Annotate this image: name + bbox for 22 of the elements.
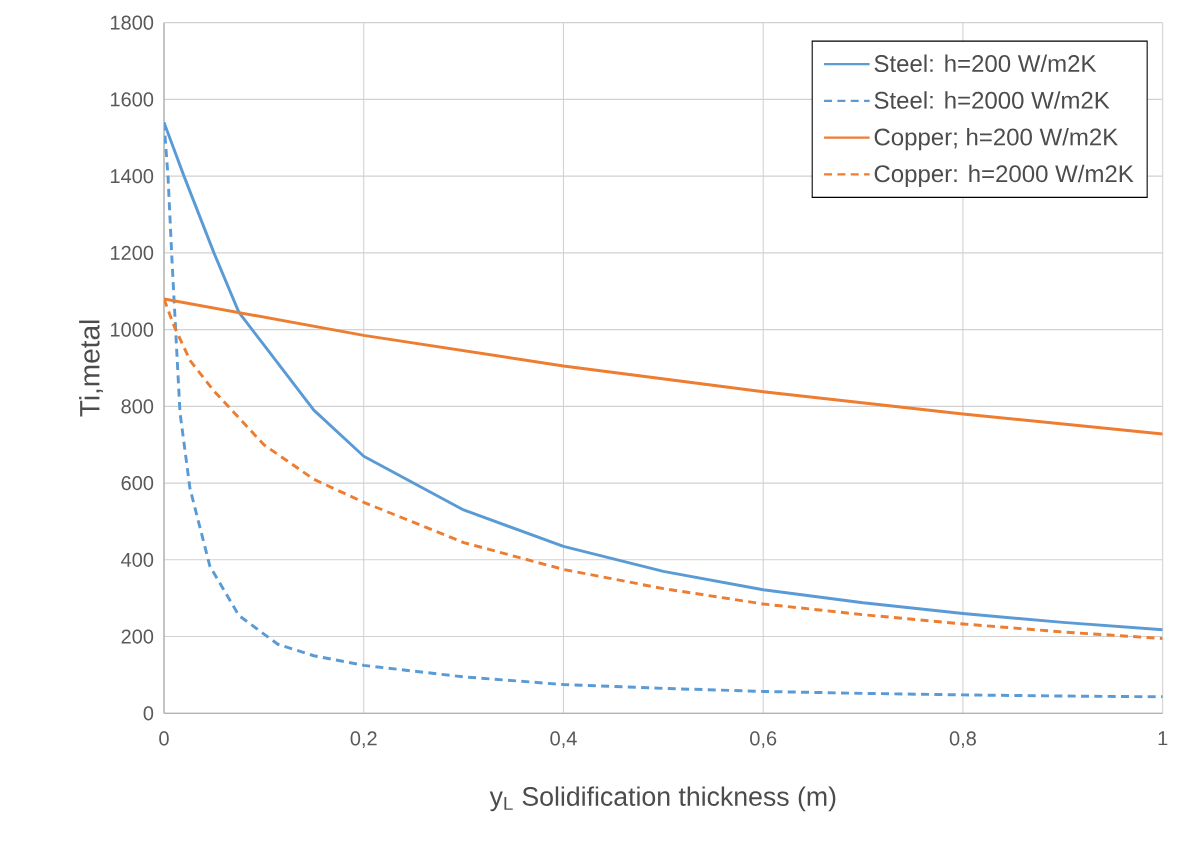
- y-tick-label: 1000: [111, 322, 154, 337]
- x-tick-label: 0: [159, 731, 169, 746]
- x-tick-label: 0,2: [350, 731, 377, 748]
- y-axis-title: Ti,metal: [79, 320, 103, 417]
- y-tick-label: 1400: [111, 169, 154, 184]
- legend-label: Steel: h=2000 W/m2K: [874, 91, 1110, 109]
- x-axis-title: y$_{L}$ Solidification thickness (m): [489, 786, 836, 812]
- y-tick-label: 0: [143, 706, 154, 721]
- x-tick-label: 1: [1158, 731, 1168, 746]
- y-tick-label: 1600: [111, 92, 154, 107]
- x-tick-label: 0,8: [949, 731, 976, 748]
- y-tick-label: 1800: [111, 15, 154, 30]
- legend-label: Steel: h=200 W/m2K: [874, 54, 1097, 73]
- x-tick-label: 0,4: [550, 731, 577, 748]
- y-tick-label: 800: [121, 399, 154, 414]
- y-tick-label: 400: [121, 552, 154, 567]
- y-tick-label: 600: [121, 476, 154, 491]
- y-tick-label: 200: [121, 629, 154, 644]
- legend-label: Copper; h=200 W/m2K: [874, 127, 1118, 151]
- y-tick-label: 1200: [111, 245, 154, 260]
- legend-label: Copper: h=2000 W/m2K: [874, 164, 1134, 188]
- x-tick-label: 0,6: [750, 731, 777, 748]
